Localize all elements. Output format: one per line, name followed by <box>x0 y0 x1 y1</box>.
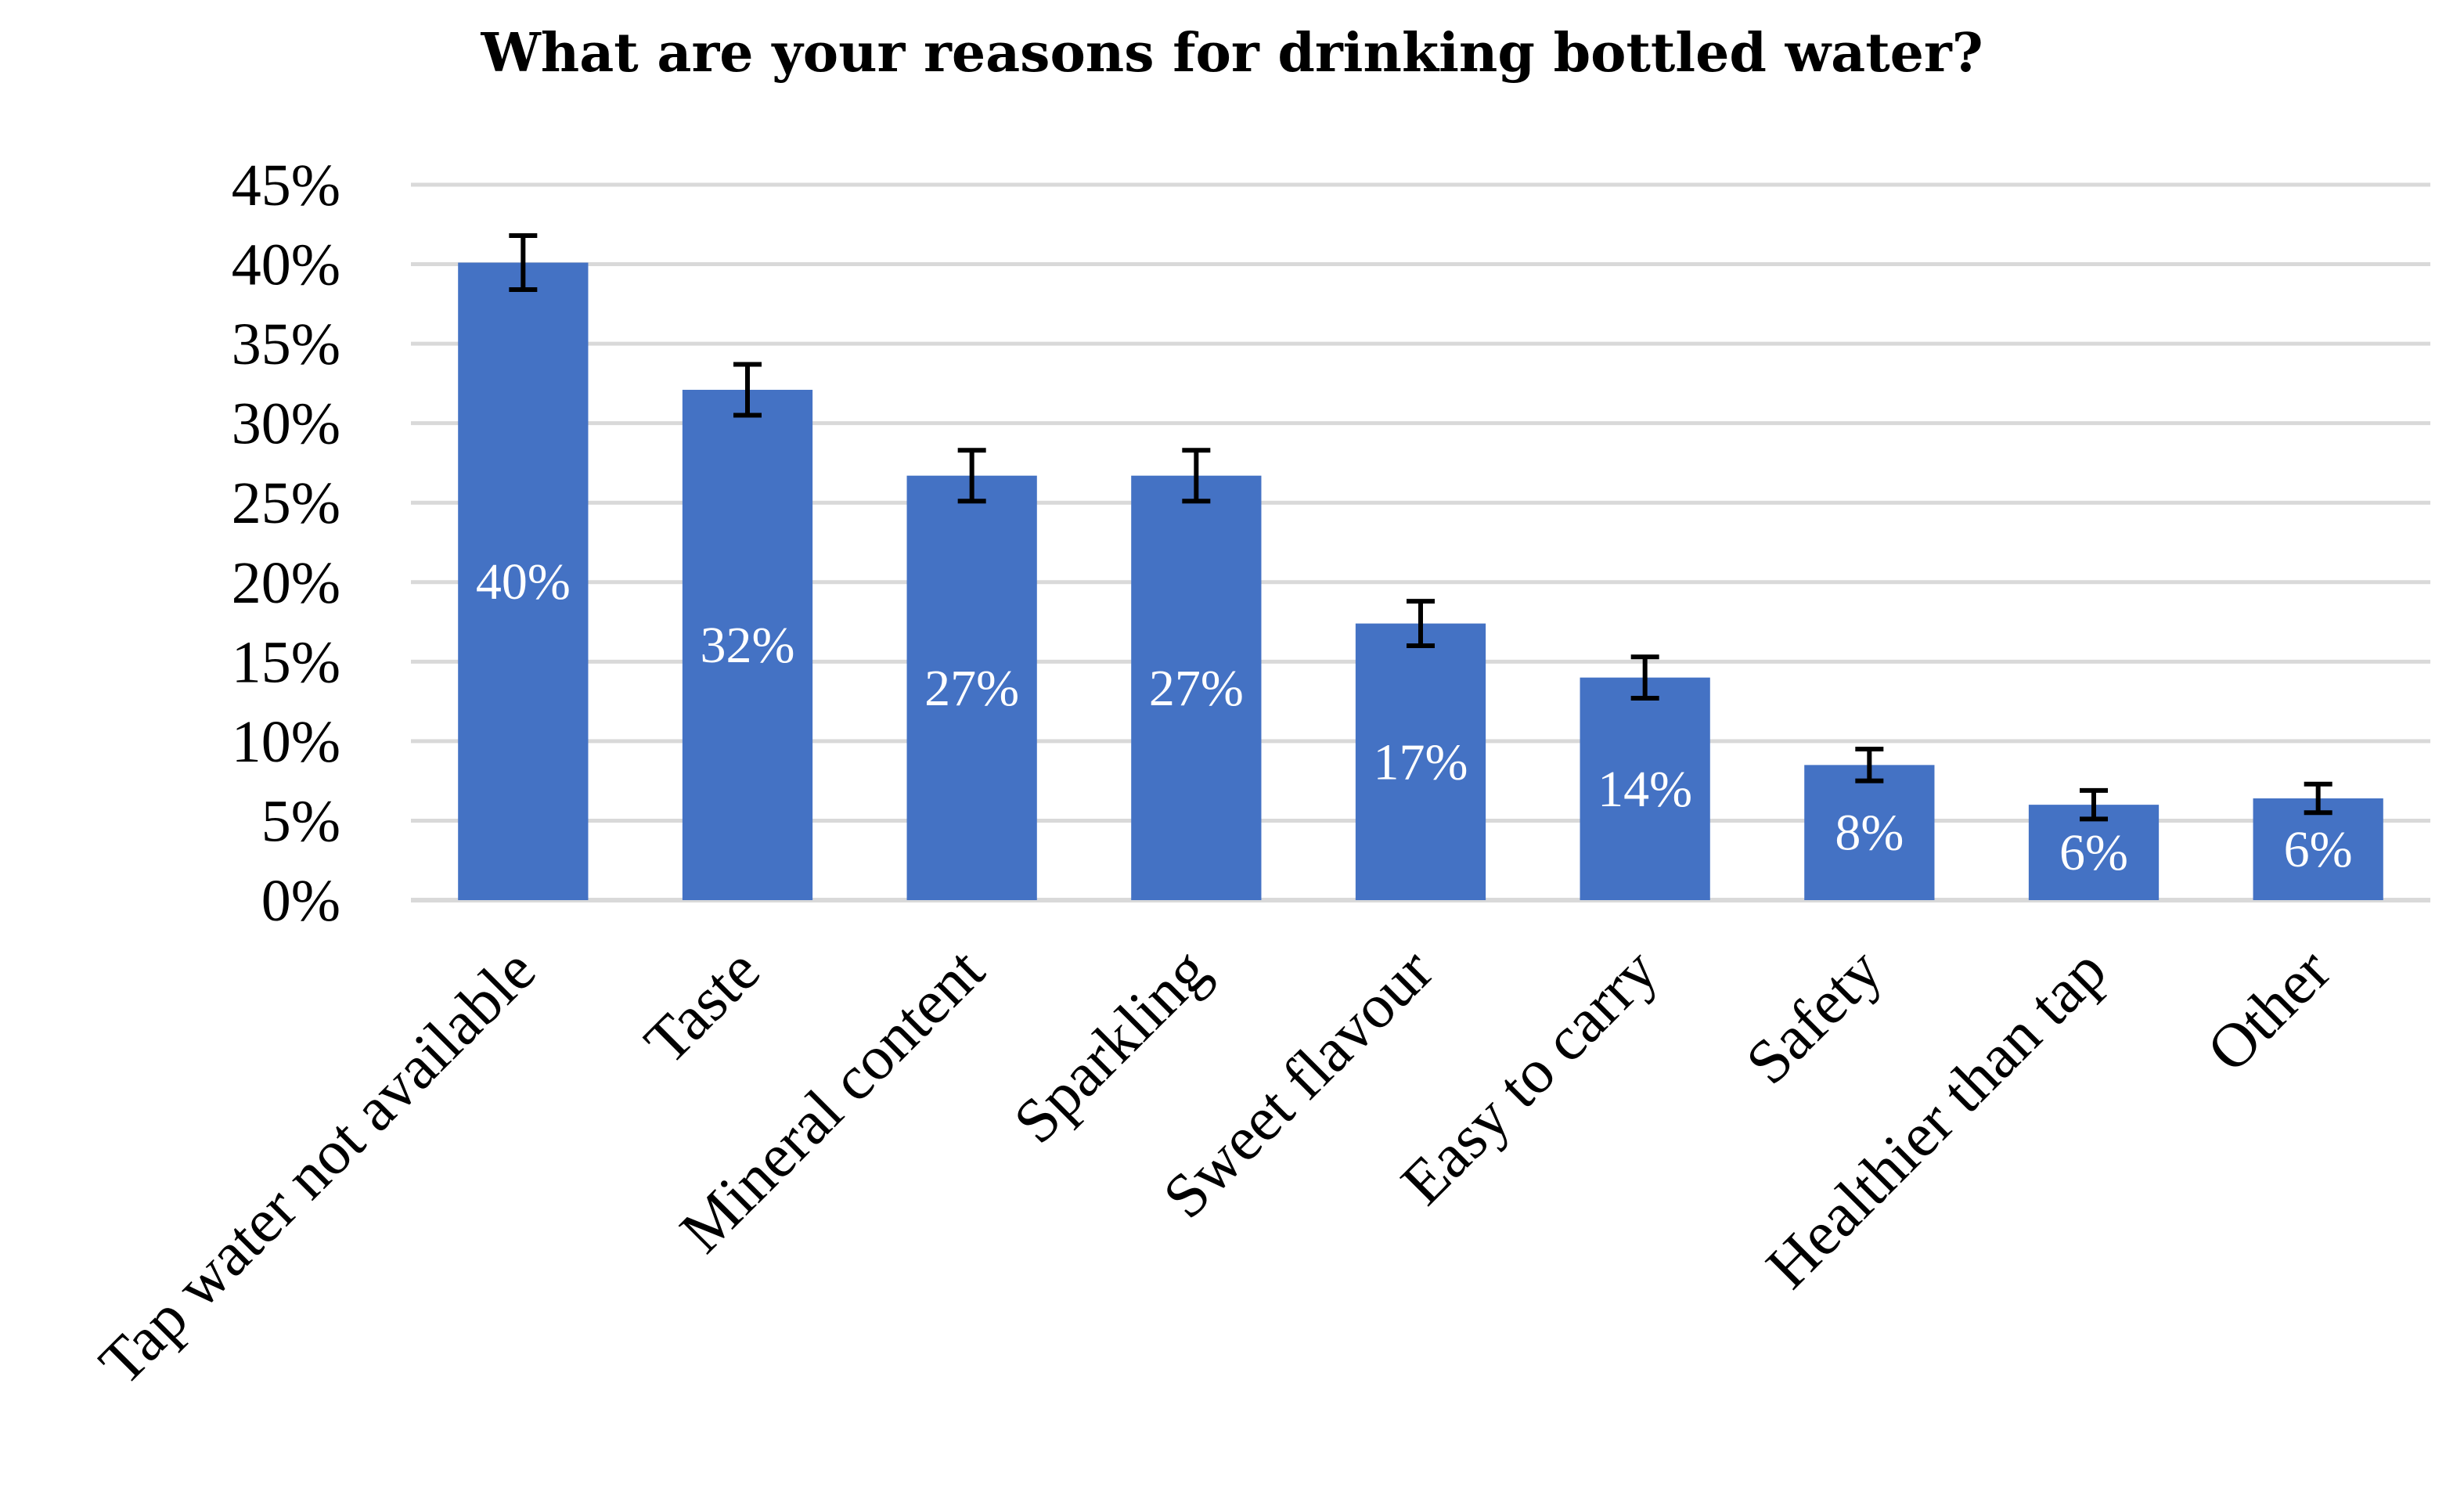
data-label: 6% <box>2284 821 2353 878</box>
bar <box>2253 798 2383 900</box>
data-label: 27% <box>1149 660 1244 717</box>
bar <box>1804 765 1935 900</box>
bar <box>906 475 1037 900</box>
y-axis: 0% 5% 10% 15% 20% 25% 30% 35% 40% 45% <box>232 153 340 934</box>
data-label: 40% <box>476 553 571 611</box>
error-bars <box>509 232 2333 822</box>
y-tick-label: 0% <box>261 868 340 934</box>
y-tick-label: 5% <box>261 788 340 854</box>
x-tick-label: Sparkling <box>1001 936 1222 1157</box>
x-tick-label: Taste <box>632 936 773 1078</box>
data-labels: 40% 32% 27% 27% 17% 14% 8% 6% 6% <box>476 553 2353 881</box>
x-tick-label: Other <box>2194 936 2343 1086</box>
y-tick-label: 35% <box>232 312 340 377</box>
y-tick-label: 45% <box>232 153 340 218</box>
y-tick-label: 40% <box>232 232 340 298</box>
data-label: 32% <box>701 617 795 674</box>
chart-title: What are your reasons for drinking bottl… <box>481 22 1983 85</box>
y-tick-label: 30% <box>232 391 340 457</box>
bar <box>1580 677 1710 900</box>
data-label: 17% <box>1374 733 1468 791</box>
x-tick-label: Safety <box>1733 936 1895 1098</box>
y-tick-label: 10% <box>232 709 340 775</box>
y-tick-label: 25% <box>232 470 340 536</box>
y-tick-label: 20% <box>232 550 340 616</box>
data-label: 27% <box>924 660 1019 717</box>
data-label: 6% <box>2059 824 2128 881</box>
data-label: 14% <box>1598 761 1692 818</box>
bar <box>682 390 813 901</box>
bar <box>458 262 589 901</box>
x-tick-label: Tap water not available <box>86 936 549 1399</box>
data-label: 8% <box>1835 805 1904 862</box>
bar <box>1131 475 1262 900</box>
bars <box>458 262 2383 901</box>
bar <box>1355 623 1486 900</box>
y-tick-label: 15% <box>232 629 340 695</box>
